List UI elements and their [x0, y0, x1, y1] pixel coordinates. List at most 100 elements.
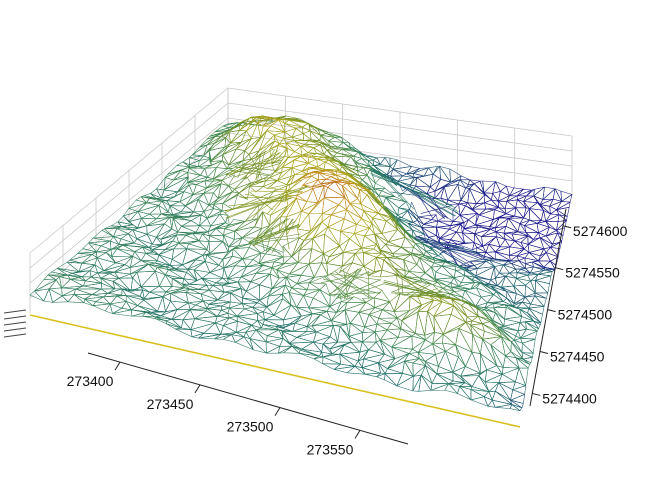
mesh-triangle: [283, 315, 302, 328]
mesh-triangle: [373, 297, 391, 308]
y-tick-label: 5274600: [573, 223, 628, 239]
mesh-triangle: [310, 139, 330, 147]
mesh-triangle: [105, 252, 116, 264]
gap-edge: [285, 184, 291, 202]
mesh-triangle: [137, 299, 158, 312]
mesh-triangle: [222, 122, 238, 127]
mesh-triangle: [234, 182, 251, 194]
mesh-triangle: [209, 234, 224, 242]
mesh-triangle: [412, 362, 426, 377]
mesh-triangle: [172, 217, 192, 221]
mesh-triangle: [189, 154, 204, 158]
mesh-triangle: [224, 221, 246, 229]
mesh-triangle: [413, 167, 429, 174]
mesh-triangle: [436, 226, 450, 239]
mesh-triangle: [179, 191, 194, 203]
mesh-triangle: [514, 293, 526, 304]
mesh-triangle: [508, 215, 524, 219]
mesh-triangle: [71, 270, 91, 274]
mesh-triangle: [97, 270, 115, 274]
mesh-triangle: [240, 288, 247, 299]
mesh-triangle: [545, 227, 557, 237]
y-tick-label: 5274400: [542, 390, 597, 406]
z-tick: [3, 333, 27, 338]
mesh-triangle: [327, 214, 345, 228]
mesh-triangle: [453, 277, 462, 287]
mesh-triangle: [416, 173, 434, 178]
gap-edge: [252, 229, 270, 246]
mesh-triangle: [464, 287, 477, 291]
mesh-triangle: [402, 276, 423, 282]
mesh-triangle: [178, 235, 200, 244]
mesh-triangle: [181, 220, 200, 227]
mesh-triangle: [146, 198, 163, 204]
gap-edge: [248, 218, 288, 243]
mesh-triangle: [299, 238, 314, 251]
mesh-triangle: [427, 310, 435, 333]
mesh-triangle: [316, 156, 330, 161]
mesh-triangle: [111, 248, 133, 257]
mesh-triangle: [396, 376, 414, 392]
mesh-triangle: [215, 222, 230, 229]
mesh-triangle: [221, 305, 230, 311]
mesh-triangle: [533, 266, 546, 271]
mesh-triangle: [461, 300, 473, 307]
mesh-triangle: [475, 266, 495, 277]
x-tick: [114, 361, 121, 371]
mesh-triangle: [503, 264, 516, 274]
mesh-triangle: [123, 208, 139, 217]
mesh-triangle: [395, 221, 407, 232]
mesh-triangle: [100, 282, 115, 290]
mesh-triangle: [171, 309, 191, 320]
mesh-triangle: [206, 254, 224, 266]
mesh-triangle: [294, 313, 313, 324]
mesh-triangle: [307, 156, 317, 164]
mesh-triangle: [255, 329, 280, 336]
mesh-triangle: [401, 247, 413, 255]
mesh-triangle: [339, 238, 350, 253]
mesh-triangle: [432, 331, 444, 345]
mesh-triangle: [545, 232, 558, 245]
mesh-triangle: [376, 373, 386, 381]
mesh-triangle: [408, 264, 426, 274]
mesh-triangle: [200, 293, 219, 302]
mesh-triangle: [342, 252, 356, 267]
mesh-triangle: [549, 206, 557, 215]
mesh-triangle: [148, 262, 166, 268]
x-tick-label: 273500: [227, 419, 274, 435]
gap-edge: [249, 233, 301, 243]
mesh-triangle: [320, 133, 336, 138]
mesh-triangle: [263, 216, 282, 235]
mesh-triangle: [131, 305, 152, 313]
mesh-triangle: [342, 185, 358, 204]
mesh-triangle: [300, 144, 315, 148]
mesh-triangle: [458, 328, 473, 353]
mesh-triangle: [516, 269, 531, 274]
mesh-triangle: [536, 223, 550, 233]
mesh-triangle: [250, 272, 271, 282]
mesh-triangle: [374, 257, 383, 272]
mesh-triangle: [504, 304, 518, 308]
mesh-triangle: [265, 341, 280, 354]
mesh-triangle: [125, 301, 138, 311]
mesh-triangle: [263, 118, 280, 127]
mesh-triangle: [121, 224, 138, 229]
mesh-triangle: [501, 275, 514, 288]
mesh-triangle: [493, 303, 506, 309]
mesh-triangle: [519, 308, 534, 322]
x-tick-label: 273400: [67, 373, 114, 389]
mesh-triangle: [436, 220, 451, 228]
mesh-triangle: [427, 299, 443, 312]
gap-edge: [401, 275, 404, 296]
mesh-triangle: [273, 298, 292, 316]
mesh-triangle: [465, 322, 473, 335]
gap-edge: [339, 283, 384, 300]
mesh-triangle: [465, 316, 473, 323]
mesh-triangle: [177, 225, 197, 233]
mesh-triangle: [364, 227, 375, 237]
mesh-triangle: [444, 184, 459, 201]
x-tick-label: 273450: [147, 396, 194, 412]
mesh-triangle: [397, 175, 415, 182]
mesh-triangle: [297, 213, 311, 232]
mesh-triangle: [508, 217, 524, 224]
